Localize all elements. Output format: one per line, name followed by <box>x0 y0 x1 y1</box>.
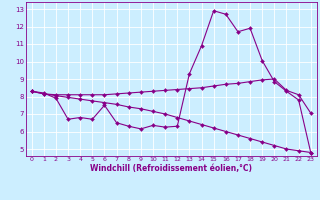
X-axis label: Windchill (Refroidissement éolien,°C): Windchill (Refroidissement éolien,°C) <box>90 164 252 173</box>
